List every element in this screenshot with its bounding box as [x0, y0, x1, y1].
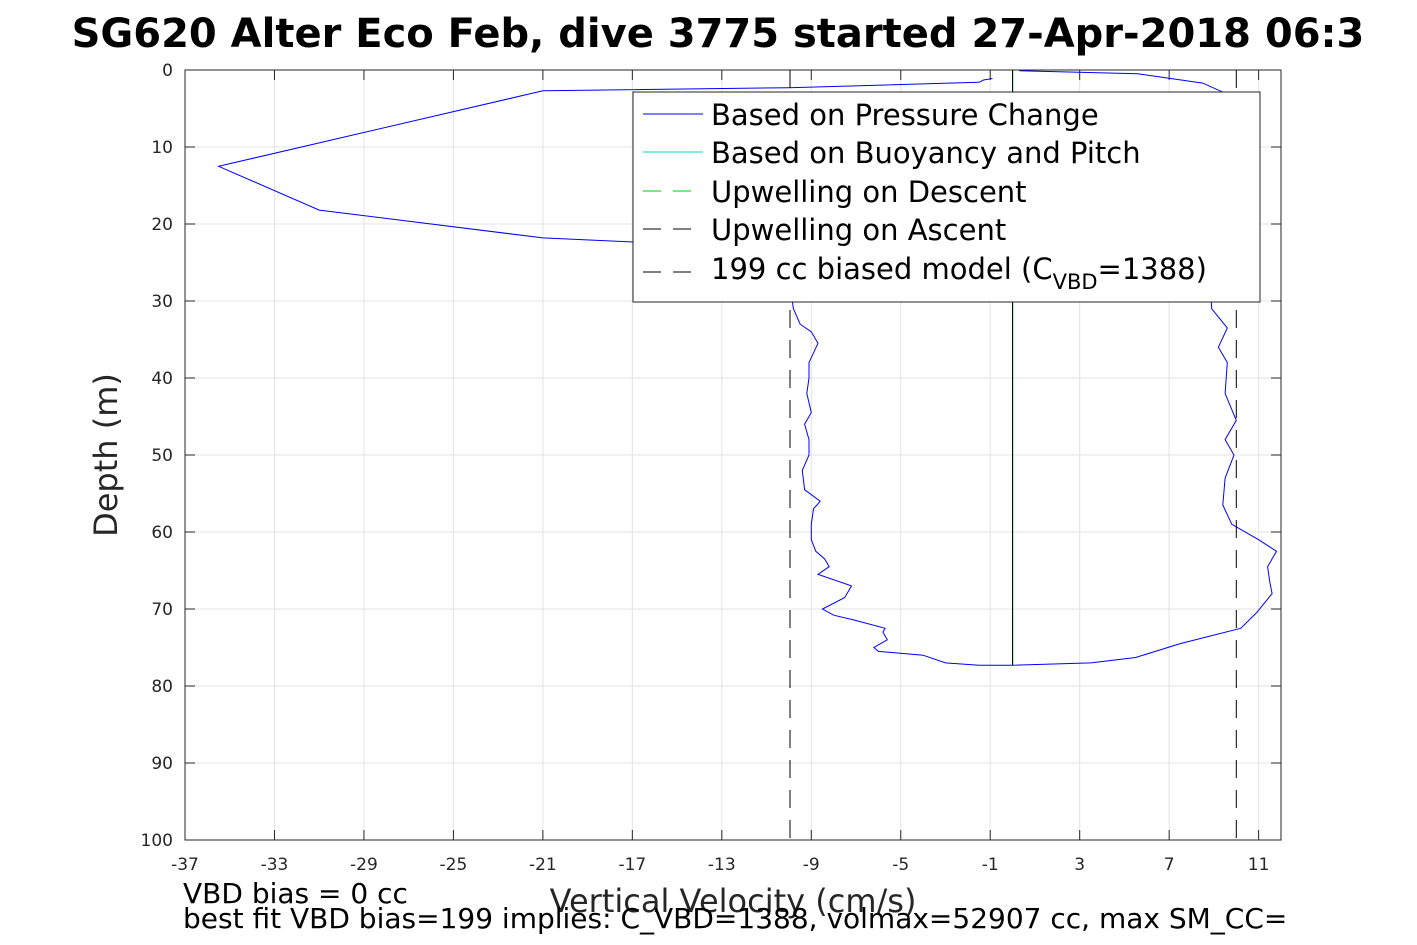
y-tick-label: 0 — [162, 61, 173, 81]
x-tick-label: -1 — [982, 855, 999, 875]
x-tick-label: -29 — [350, 855, 378, 875]
y-axis-label: Depth (m) — [87, 373, 125, 537]
chart-title: SG620 Alter Eco Feb, dive 3775 started 2… — [72, 11, 1365, 57]
y-tick-label: 40 — [151, 369, 173, 389]
legend-label-biased-model-subscript: VBD — [1053, 270, 1098, 294]
axis-ticks: -37 -33 -29 -25 -21 -17 -13 -9 -5 -1 3 7 11010203040… — [141, 61, 1281, 875]
x-tick-label: -17 — [618, 855, 646, 875]
y-tick-label: 10 — [151, 138, 173, 158]
x-tick-label: -9 — [803, 855, 820, 875]
y-tick-label: 80 — [151, 677, 173, 697]
x-tick-label: -25 — [440, 855, 468, 875]
legend-label-pressure-change: Based on Pressure Change — [711, 98, 1099, 132]
legend-label-buoyancy-pitch: Based on Buoyancy and Pitch — [711, 136, 1141, 170]
legend-box — [632, 91, 1261, 303]
legend-label-biased-model-end: =1388) — [1098, 252, 1207, 286]
y-tick-label: 30 — [151, 292, 173, 312]
x-tick-label: 7 — [1164, 855, 1175, 875]
legend-entry-upwelling-ascent: Upwelling on Ascent — [643, 213, 1006, 247]
y-tick-label: 20 — [151, 215, 173, 235]
legend-label-upwelling-descent: Upwelling on Descent — [711, 175, 1027, 209]
x-tick-label: -33 — [261, 855, 289, 875]
y-tick-label: 70 — [151, 600, 173, 620]
y-tick-label: 60 — [151, 523, 173, 543]
x-tick-label: -5 — [892, 855, 909, 875]
y-tick-label: 90 — [151, 754, 173, 774]
legend-entry-biased-model: 199 cc biased model (CVBD=1388) — [643, 252, 1207, 294]
legend-entry-pressure-change: Based on Pressure Change — [643, 98, 1099, 132]
y-tick-label: 50 — [151, 446, 173, 466]
y-tick-label: 100 — [141, 831, 173, 851]
x-tick-label: -37 — [171, 855, 199, 875]
legend-label-biased-model-main: 199 cc biased model (C — [711, 252, 1053, 286]
legend: Based on Pressure Change Based on Buoyan… — [632, 91, 1261, 303]
x-tick-label: 3 — [1074, 855, 1085, 875]
x-tick-label: 11 — [1248, 855, 1270, 875]
x-tick-label: -21 — [529, 855, 557, 875]
legend-entry-buoyancy-pitch: Based on Buoyancy and Pitch — [643, 136, 1141, 170]
footnote-best-fit: best fit VBD bias=199 implies: C_VBD=138… — [183, 902, 1287, 935]
x-tick-label: -13 — [708, 855, 736, 875]
legend-label-upwelling-ascent: Upwelling on Ascent — [711, 213, 1006, 247]
series-line-1 — [217, 70, 1278, 666]
x-axis-label: Vertical Velocity (cm/s) — [550, 882, 917, 920]
legend-entry-upwelling-descent: Upwelling on Descent — [643, 175, 1027, 209]
footnote-vbd-bias: VBD bias = 0 cc — [183, 877, 408, 910]
legend-label-biased-model: 199 cc biased model (CVBD=1388) — [711, 252, 1207, 294]
